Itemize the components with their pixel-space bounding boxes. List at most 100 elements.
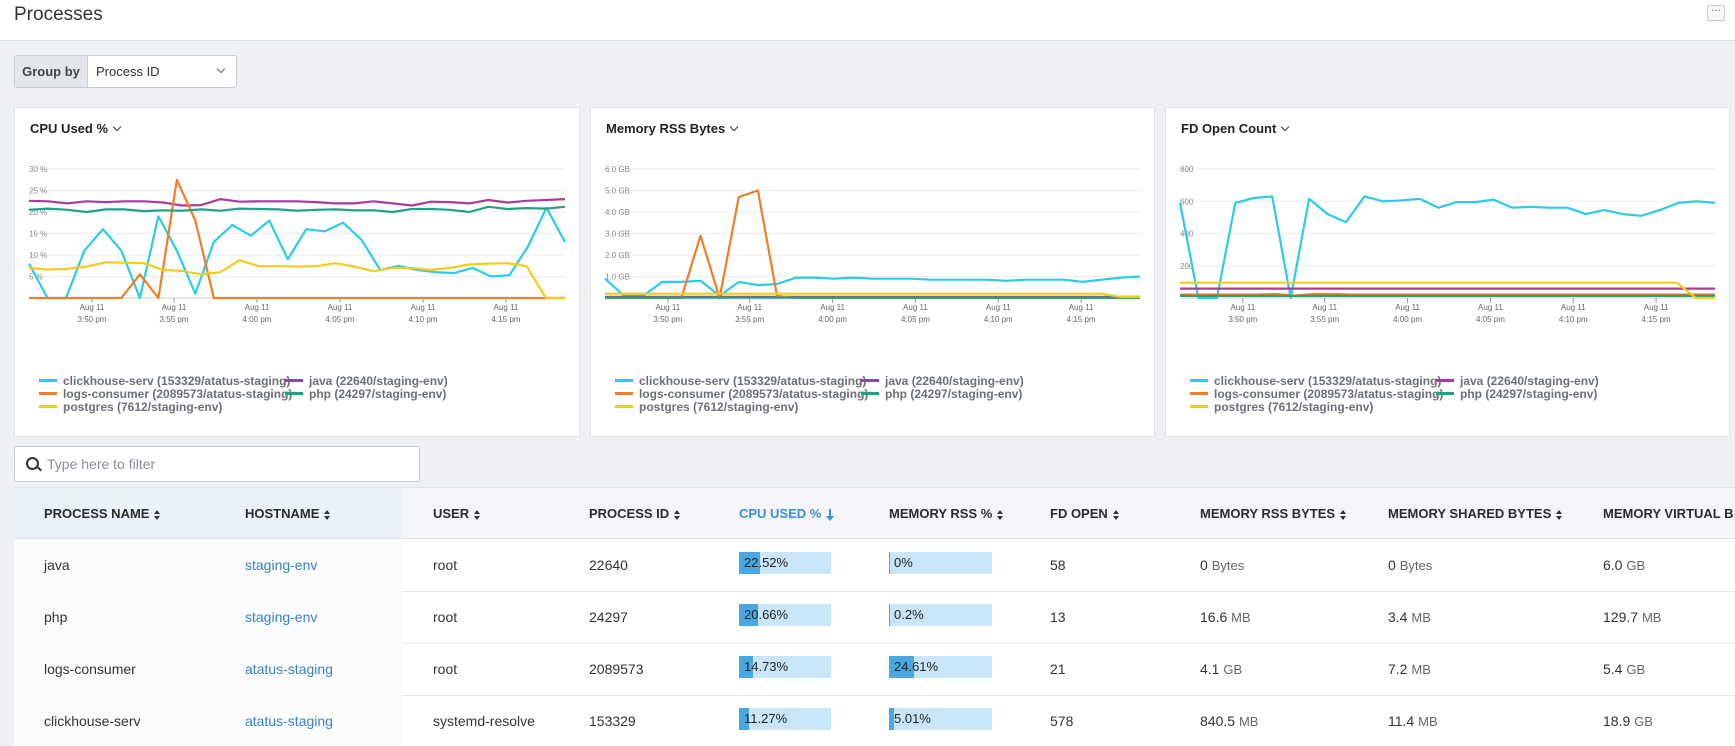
x-tick-label: 4:15 pm (1642, 315, 1671, 324)
col-header-memory-shared-bytes[interactable]: MEMORY SHARED BYTES (1388, 506, 1563, 521)
sort-icon (997, 509, 1004, 520)
legend-label: clickhouse-serv (153329/atatus-staging) (639, 374, 867, 388)
cell-memory-virtual-bytes: 18.9 GB (1603, 713, 1653, 729)
legend-item-java[interactable]: java (22640/staging-env) (1436, 374, 1599, 388)
chevron-down-icon (216, 64, 226, 74)
legend-item-java[interactable]: java (22640/staging-env) (861, 374, 1024, 388)
group-by-label: Group by (15, 56, 88, 87)
y-tick-label: 1.0 GB (605, 273, 630, 282)
fd-chart-title[interactable]: FD Open Count (1181, 121, 1290, 136)
top-bar: Processes ··· (0, 0, 1735, 41)
more-options-button[interactable]: ··· (1707, 5, 1725, 21)
col-header-fd-open[interactable]: FD OPEN (1050, 506, 1120, 521)
filter-input[interactable] (45, 452, 409, 476)
cell-hostname-link[interactable]: atatus-staging (245, 713, 333, 729)
series-line-clickhouse-serv (28, 206, 566, 300)
group-by-select[interactable]: Process ID (88, 56, 236, 87)
table-row[interactable]: logs-consumer atatus-staging root 2089573 14… (14, 643, 1735, 696)
legend-label: clickhouse-serv (153329/atatus-staging) (63, 374, 291, 388)
legend-item-php[interactable]: php (24297/staging-env) (1436, 387, 1597, 401)
legend-label: postgres (7612/staging-env) (63, 400, 223, 414)
bar-fill (739, 656, 753, 678)
legend-item-logs-consumer[interactable]: logs-consumer (2089573/atatus-staging) (39, 387, 292, 401)
x-tick-label: 4:10 pm (409, 315, 438, 324)
cell-hostname-link[interactable]: staging-env (245, 609, 318, 625)
chevron-down-icon (112, 122, 122, 132)
col-header-process-name[interactable]: PROCESS NAME (44, 506, 161, 521)
frozen-cell-bg (14, 643, 402, 695)
col-header-process-id[interactable]: PROCESS ID (589, 506, 681, 521)
cell-memory-rss-pct-bar: 5.01% (889, 708, 992, 730)
y-tick-label: 5.0 GB (605, 187, 630, 196)
cell-memory-shared-bytes: 3.4 MB (1388, 609, 1431, 625)
col-header-user[interactable]: USER (433, 506, 481, 521)
bar-label: 14.73% (744, 659, 789, 674)
col-header-hostname[interactable]: HOSTNAME (245, 506, 331, 521)
legend-label: logs-consumer (2089573/atatus-staging) (639, 387, 869, 401)
legend-item-clickhouse-serv[interactable]: clickhouse-serv (153329/atatus-staging) (615, 374, 866, 388)
y-tick-label: 800 (1180, 165, 1194, 174)
legend-item-logs-consumer[interactable]: logs-consumer (2089573/atatus-staging) (1190, 387, 1443, 401)
bar-fill (739, 552, 760, 574)
x-tick-label: 3:55 pm (735, 315, 764, 324)
x-tick-label: 4:00 pm (243, 315, 272, 324)
cell-process-id: 22640 (589, 557, 628, 573)
legend-item-postgres[interactable]: postgres (7612/staging-env) (1190, 400, 1373, 414)
x-tick-label: Aug 11 (737, 303, 762, 312)
legend-item-clickhouse-serv[interactable]: clickhouse-serv (153329/atatus-staging) (39, 374, 290, 388)
x-tick-label: Aug 11 (1230, 303, 1255, 312)
cell-hostname-link[interactable]: atatus-staging (245, 661, 333, 677)
legend-item-php[interactable]: php (24297/staging-env) (861, 387, 1022, 401)
bar-label: 22.52% (744, 555, 789, 570)
col-header-memory-rss-bytes[interactable]: MEMORY RSS BYTES (1200, 506, 1347, 521)
table-row[interactable]: clickhouse-serv atatus-staging systemd-res… (14, 695, 1735, 746)
table-row[interactable]: java staging-env root 22640 22.52% 0% 58 0 Byte… (14, 539, 1735, 592)
chevron-down-icon (1281, 122, 1290, 132)
y-tick-label: 20 % (29, 208, 47, 217)
frozen-cell-bg (14, 539, 402, 591)
search-icon (26, 457, 39, 470)
table-row[interactable]: php staging-env root 24297 20.66% 0.2% 13 16.6 … (14, 591, 1735, 644)
sort-icon (1556, 509, 1563, 520)
cell-fd-open: 21 (1050, 661, 1066, 677)
series-line-postgres (605, 292, 1140, 298)
legend-item-postgres[interactable]: postgres (7612/staging-env) (615, 400, 798, 414)
cell-fd-open: 13 (1050, 609, 1066, 625)
legend-item-postgres[interactable]: postgres (7612/staging-env) (39, 400, 222, 414)
y-tick-label: 6.0 GB (605, 165, 630, 174)
legend-item-logs-consumer[interactable]: logs-consumer (2089573/atatus-staging) (615, 387, 868, 401)
legend-swatch (615, 379, 633, 383)
x-tick-label: Aug 11 (903, 303, 928, 312)
x-tick-label: 4:15 pm (1067, 315, 1096, 324)
legend-label: php (24297/staging-env) (1460, 387, 1598, 401)
legend-label: java (22640/staging-env) (1460, 374, 1599, 388)
memory-chart: 6.0 GB 5.0 GB 4.0 GB 3.0 GB 2.0 GB 1.0 GB Aug … (604, 165, 1141, 324)
legend-item-php[interactable]: php (24297/staging-env) (285, 387, 446, 401)
series-line-postgres (1180, 281, 1715, 300)
sort-icon (154, 509, 161, 520)
legend-swatch (285, 379, 303, 383)
cpu-chart-panel: CPU Used % 30 % 25 % 20 % 15 % 10 % 5 % Aug 11… (14, 107, 580, 437)
bar-fill (889, 656, 915, 678)
cell-hostname-link[interactable]: staging-env (245, 557, 318, 573)
legend-label: logs-consumer (2089573/atatus-staging) (1214, 387, 1444, 401)
col-header-cpu-used[interactable]: CPU USED % (739, 506, 835, 521)
x-tick-label: 4:10 pm (984, 315, 1013, 324)
col-header-memory-rss-pct[interactable]: MEMORY RSS % (889, 506, 1004, 521)
legend-label: postgres (7612/staging-env) (639, 400, 799, 414)
cell-cpu-used-bar: 22.52% (739, 552, 831, 574)
col-header-memory-virtual-bytes[interactable]: MEMORY VIRTUAL B (1603, 506, 1734, 521)
legend-item-clickhouse-serv[interactable]: clickhouse-serv (153329/atatus-staging) (1190, 374, 1441, 388)
cell-user: root (433, 661, 458, 677)
cpu-chart-title[interactable]: CPU Used % (30, 121, 122, 136)
cell-memory-virtual-bytes: 129.7 MB (1603, 609, 1662, 625)
sort-icon (474, 509, 481, 520)
legend-swatch (39, 379, 57, 383)
bar-fill (889, 552, 890, 574)
cell-memory-virtual-bytes: 6.0 GB (1603, 557, 1646, 573)
y-tick-label: 10 % (29, 251, 47, 260)
legend-item-java[interactable]: java (22640/staging-env) (285, 374, 448, 388)
memory-chart-title[interactable]: Memory RSS Bytes (606, 121, 739, 136)
x-tick-label: Aug 11 (328, 303, 353, 312)
bar-label: 24.61% (894, 659, 939, 674)
